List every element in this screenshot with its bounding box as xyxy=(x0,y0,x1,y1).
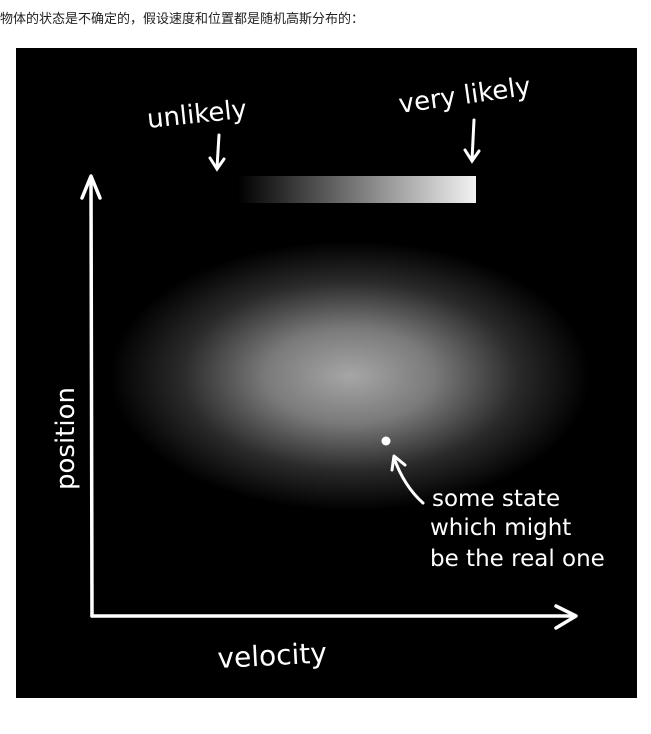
caption-text: 物体的状态是不确定的，假设速度和位置都是随机高斯分布的： xyxy=(0,12,365,27)
legend-low-label: unlikely xyxy=(146,95,249,135)
legend-low-arrow xyxy=(208,133,226,172)
annotation-line-1: some state xyxy=(432,486,560,512)
gaussian-distribution-blob xyxy=(110,241,590,511)
likelihood-legend-bar xyxy=(238,176,476,203)
gaussian-diagram: unlikely very likely velocity position xyxy=(16,48,637,698)
legend-high-label: very likely xyxy=(397,72,533,120)
legend-high-arrow xyxy=(463,118,481,164)
annotation-arrow xyxy=(390,454,425,505)
annotation-line-2: which might xyxy=(430,515,571,541)
y-axis-label: position xyxy=(51,387,81,490)
y-axis xyxy=(80,174,102,618)
annotation-line-3: be the real one xyxy=(430,546,605,572)
x-axis-label: velocity xyxy=(217,636,328,675)
state-point xyxy=(381,436,391,446)
x-axis xyxy=(90,604,578,630)
